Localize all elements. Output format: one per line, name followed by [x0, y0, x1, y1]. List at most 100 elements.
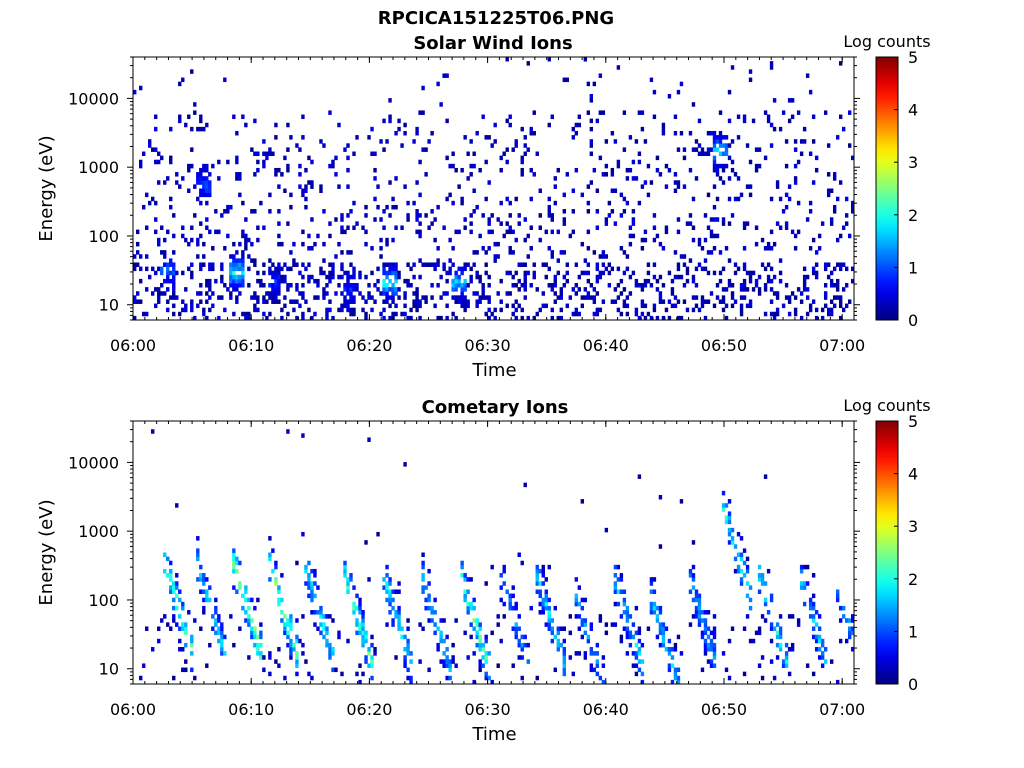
spectrogram-cell [505, 229, 509, 235]
spectrogram-cell [622, 626, 627, 631]
spectrogram-cell [247, 266, 251, 272]
spectrogram-cell [376, 184, 380, 189]
spectrogram-cell [622, 110, 627, 115]
spectrogram-cell [586, 209, 591, 214]
spectrogram-cell [703, 299, 708, 304]
spectrogram-cell [589, 151, 594, 157]
spectrogram-cell [352, 311, 356, 317]
spectrogram-cell [784, 192, 789, 198]
spectrogram-cell [283, 274, 287, 280]
spectrogram-cell [793, 180, 798, 185]
spectrogram-cell [520, 159, 524, 165]
spectrogram-cell [649, 610, 654, 615]
spectrogram-cell [487, 221, 491, 226]
spectrogram-cell [172, 303, 176, 309]
spectrogram-cell [700, 630, 705, 636]
spectrogram-cell [166, 262, 170, 267]
spectrogram-cell [508, 114, 512, 120]
spectrogram-cell [778, 278, 783, 284]
spectrogram-cell [469, 213, 473, 218]
spectrogram-cell [451, 287, 455, 292]
spectrogram-cell [262, 655, 266, 660]
spectrogram-cell [595, 642, 600, 648]
spectrogram-cell [196, 172, 200, 177]
spectrogram-cell [643, 237, 648, 243]
spectrogram-cell [727, 499, 732, 504]
spectrogram-cell [487, 274, 491, 280]
spectrogram-cell [790, 614, 795, 619]
spectrogram-cell [586, 229, 591, 235]
spectrogram-cell [769, 266, 774, 272]
spectrogram-cell [577, 585, 582, 590]
spectrogram-cell [406, 675, 410, 681]
spectrogram-cell [559, 307, 563, 313]
spectrogram-cell [235, 155, 239, 161]
spectrogram-cell [715, 163, 720, 169]
spectrogram-cell [184, 122, 188, 128]
spectrogram-cell [481, 655, 485, 660]
spectrogram-cell [253, 307, 257, 313]
spectrogram-cell [613, 589, 618, 594]
spectrogram-cell [721, 163, 726, 169]
spectrogram-cell [436, 262, 440, 267]
spectrogram-cell [394, 589, 398, 594]
spectrogram-cell [604, 527, 609, 533]
spectrogram-cell [181, 622, 185, 627]
spectrogram-cell [304, 196, 308, 202]
spectrogram-cell [499, 573, 503, 578]
spectrogram-cell [712, 630, 717, 636]
spectrogram-cell [493, 139, 497, 144]
spectrogram-cell [826, 188, 831, 194]
spectrogram-cell [220, 638, 224, 644]
spectrogram-cell [394, 303, 398, 309]
spectrogram-cell [523, 634, 527, 640]
spectrogram-cell [325, 307, 329, 313]
spectrogram-cell [220, 630, 224, 636]
spectrogram-cell [499, 278, 503, 284]
spectrogram-cell [832, 303, 837, 309]
spectrogram-cell [472, 209, 476, 214]
spectrogram-cell [370, 655, 374, 660]
spectrogram-cell [673, 180, 678, 185]
spectrogram-cell [223, 307, 227, 313]
spectrogram-cell [484, 634, 488, 640]
spectrogram-cell [517, 213, 521, 218]
spectrogram-cell [523, 295, 527, 300]
spectrogram-cell [757, 163, 762, 169]
spectrogram-cell [241, 311, 245, 317]
spectrogram-cell [739, 283, 744, 288]
spectrogram-cell [451, 200, 455, 206]
spectrogram-cell [460, 299, 464, 304]
spectrogram-cell [655, 634, 660, 640]
spectrogram-cell [163, 614, 167, 619]
spectrogram-cell [469, 139, 473, 144]
spectrogram-cell [538, 237, 542, 243]
spectrogram-cell [424, 299, 428, 304]
spectrogram-cell [340, 266, 344, 272]
spectrogram-cell [289, 266, 293, 272]
spectrogram-cell [367, 283, 371, 288]
spectrogram-cell [424, 295, 428, 300]
spectrogram-cell [601, 270, 606, 276]
spectrogram-cell [673, 188, 678, 194]
spectrogram-cell [208, 287, 212, 292]
spectrogram-cell [622, 597, 627, 603]
spectrogram-cell [616, 307, 621, 313]
spectrogram-cell [802, 585, 807, 590]
spectrogram-cell [301, 295, 305, 300]
spectrogram-cell [355, 283, 359, 288]
spectrogram-cell [397, 614, 401, 619]
spectrogram-cell [409, 283, 413, 288]
spectrogram-cell [775, 642, 780, 648]
spectrogram-cell [421, 564, 425, 570]
spectrogram-cell [841, 126, 846, 132]
spectrogram-cell [157, 237, 161, 243]
spectrogram-cell [178, 114, 182, 120]
spectrogram-cell [421, 585, 425, 590]
spectrogram-cell [310, 675, 314, 681]
spectrogram-cell [274, 266, 278, 272]
spectrogram-cell [634, 176, 639, 181]
spectrogram-cell [712, 246, 717, 251]
spectrogram-cell [418, 229, 422, 235]
spectrogram-cell [262, 159, 266, 165]
